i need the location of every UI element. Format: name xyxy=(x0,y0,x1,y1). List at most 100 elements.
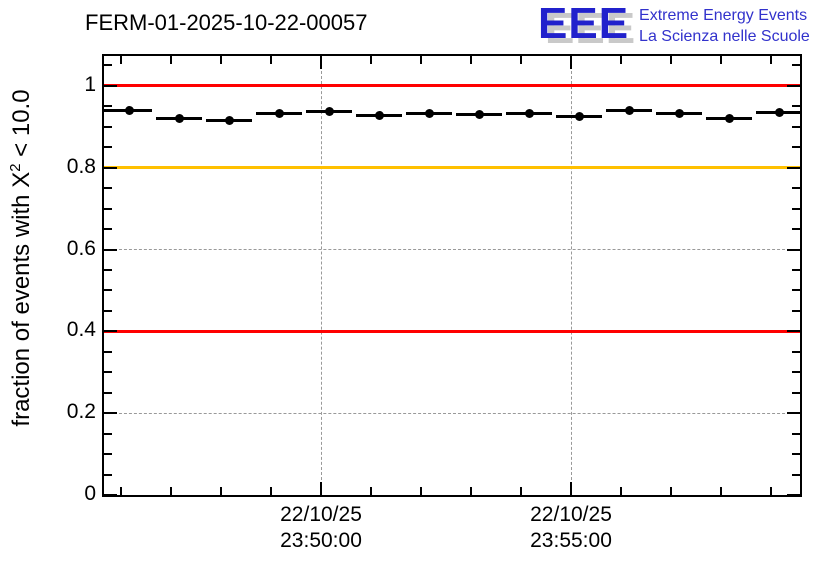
x-gridline xyxy=(320,56,322,495)
y-tick xyxy=(787,166,800,169)
y-minor-tick xyxy=(792,289,800,292)
y-minor-tick xyxy=(104,473,112,476)
x-minor-tick xyxy=(670,487,672,495)
y-gridline xyxy=(104,412,800,414)
data-point-marker xyxy=(524,108,534,118)
y-tick-label: 0 xyxy=(84,482,96,505)
x-minor-tick xyxy=(420,487,422,495)
y-minor-tick xyxy=(104,187,112,190)
y-minor-tick xyxy=(792,105,800,108)
x-minor-tick xyxy=(770,487,772,495)
y-minor-tick xyxy=(792,207,800,210)
logo-tagline-1: Extreme Energy Events xyxy=(639,7,808,24)
y-minor-tick xyxy=(104,432,112,435)
y-axis-title: fraction of events with X2 < 10.0 xyxy=(8,44,38,472)
y-tick-label: 1 xyxy=(84,72,96,96)
y-minor-tick xyxy=(104,146,112,149)
x-minor-tick xyxy=(270,487,272,495)
x-minor-tick xyxy=(620,56,622,64)
y-minor-tick xyxy=(792,391,800,394)
y-minor-tick xyxy=(792,125,800,128)
eee-logo-taglines: Extreme Energy Events La Scienza nelle S… xyxy=(639,2,810,47)
eee-logo-acronym: EEE xyxy=(538,0,630,48)
y-tick xyxy=(787,412,800,415)
data-point-marker xyxy=(574,112,584,122)
x-minor-tick xyxy=(370,56,372,64)
y-minor-tick xyxy=(792,371,800,374)
y-tick xyxy=(104,330,117,333)
data-point-marker xyxy=(624,105,634,115)
x-minor-tick xyxy=(120,56,122,64)
y-minor-tick xyxy=(792,228,800,231)
x-minor-tick xyxy=(270,56,272,64)
reference-line xyxy=(104,329,800,333)
y-tick xyxy=(104,248,117,251)
x-tick xyxy=(570,56,572,69)
x-minor-tick xyxy=(220,56,222,64)
y-tick xyxy=(787,330,800,333)
x-minor-tick xyxy=(470,56,472,64)
y-tick xyxy=(104,412,117,415)
x-minor-tick xyxy=(170,487,172,495)
y-tick xyxy=(104,494,117,495)
y-tick xyxy=(787,248,800,251)
x-gridline xyxy=(570,56,572,495)
y-minor-tick xyxy=(104,268,112,271)
y-minor-tick xyxy=(104,105,112,108)
logo-tagline-2: La Scienza nelle Scuole xyxy=(639,28,810,45)
y-tick-label: 0.6 xyxy=(66,236,96,260)
y-tick-label: 0.8 xyxy=(66,154,96,178)
eee-logo: EEE Extreme Energy Events La Scienza nel… xyxy=(538,2,834,47)
y-axis-title-suffix: < 10.0 xyxy=(8,89,35,164)
x-minor-tick xyxy=(520,56,522,64)
y-tick xyxy=(104,166,117,169)
y-minor-tick xyxy=(792,350,800,353)
x-tick-label: 22/10/25 23:55:00 xyxy=(501,502,641,554)
reference-line xyxy=(104,166,800,170)
y-minor-tick xyxy=(792,473,800,476)
x-minor-tick xyxy=(470,487,472,495)
y-minor-tick xyxy=(792,64,800,67)
y-gridline xyxy=(104,249,800,251)
y-axis-title-text: fraction of events with X xyxy=(8,171,35,427)
x-tick-label-time: 23:55:00 xyxy=(530,529,612,552)
x-tick-label-time: 23:50:00 xyxy=(280,529,362,552)
data-point-marker xyxy=(474,110,484,119)
data-point-marker xyxy=(224,116,234,126)
x-minor-tick xyxy=(620,487,622,495)
y-minor-tick xyxy=(792,453,800,456)
data-point-marker xyxy=(324,106,334,116)
y-minor-tick xyxy=(792,268,800,271)
x-minor-tick xyxy=(720,487,722,495)
y-tick-label: 0.4 xyxy=(66,318,96,342)
y-minor-tick xyxy=(104,64,112,67)
data-point-marker xyxy=(174,113,184,123)
data-point-marker xyxy=(674,108,684,118)
y-minor-tick xyxy=(104,207,112,210)
y-tick xyxy=(787,494,800,495)
y-minor-tick xyxy=(104,371,112,374)
x-minor-tick xyxy=(720,56,722,64)
x-tick xyxy=(320,56,322,69)
y-minor-tick xyxy=(104,453,112,456)
y-minor-tick xyxy=(792,432,800,435)
data-point-marker xyxy=(774,107,784,117)
plot-frame xyxy=(102,54,802,497)
data-point-marker xyxy=(424,108,434,118)
plot-title: FERM-01-2025-10-22-00057 xyxy=(85,10,368,35)
y-minor-tick xyxy=(792,187,800,190)
x-minor-tick xyxy=(170,56,172,64)
x-tick-label-date: 22/10/25 xyxy=(280,503,362,526)
y-minor-tick xyxy=(792,146,800,149)
x-minor-tick xyxy=(770,56,772,64)
y-tick xyxy=(787,84,800,87)
reference-line xyxy=(104,84,800,88)
y-minor-tick xyxy=(104,289,112,292)
y-axis-title-sup: 2 xyxy=(8,163,24,172)
x-tick-label: 22/10/25 23:50:00 xyxy=(251,502,391,554)
data-point-marker xyxy=(724,113,734,123)
x-minor-tick xyxy=(370,487,372,495)
y-minor-tick xyxy=(104,228,112,231)
y-tick xyxy=(104,84,117,87)
